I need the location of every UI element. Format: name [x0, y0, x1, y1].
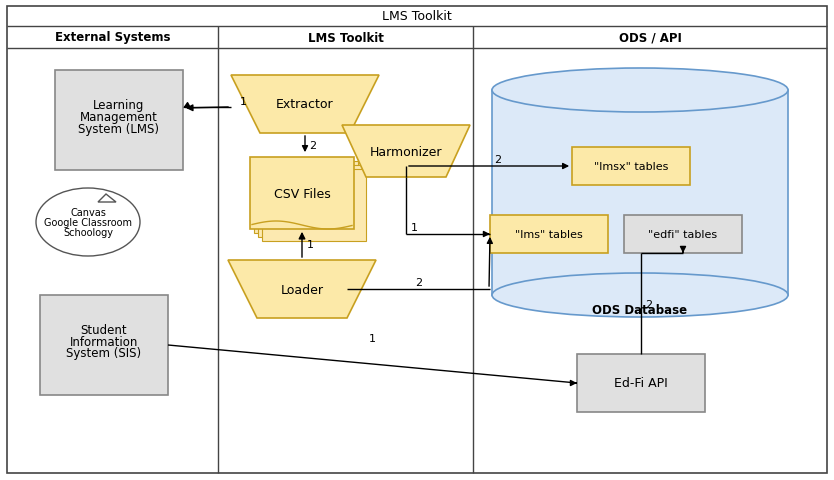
- Polygon shape: [342, 126, 470, 178]
- Ellipse shape: [492, 274, 788, 317]
- Text: 1: 1: [369, 333, 376, 343]
- Text: ODS / API: ODS / API: [619, 31, 681, 45]
- Text: System (SIS): System (SIS): [67, 347, 142, 360]
- Text: System (LMS): System (LMS): [78, 122, 159, 135]
- Bar: [572, 148, 690, 186]
- Text: 2: 2: [309, 141, 317, 151]
- Text: "lmsx" tables: "lmsx" tables: [594, 162, 668, 172]
- Bar: [258, 166, 362, 238]
- Bar: [493, 273, 787, 296]
- Text: LMS Toolkit: LMS Toolkit: [382, 11, 452, 24]
- Bar: [577, 354, 705, 412]
- Text: Extractor: Extractor: [276, 98, 334, 111]
- Bar: [490, 216, 608, 253]
- Bar: [55, 71, 183, 171]
- Text: 2: 2: [415, 277, 422, 288]
- Text: CSV Files: CSV Files: [274, 187, 330, 200]
- Text: 1: 1: [410, 223, 418, 232]
- Text: Management: Management: [80, 110, 158, 123]
- Text: 1: 1: [239, 96, 247, 107]
- Text: Harmonizer: Harmonizer: [369, 145, 442, 158]
- Bar: [254, 162, 358, 233]
- Text: Learning: Learning: [93, 98, 144, 111]
- Text: "lms" tables: "lms" tables: [515, 229, 583, 240]
- Ellipse shape: [493, 275, 787, 316]
- Text: External Systems: External Systems: [55, 31, 170, 45]
- Text: ODS Database: ODS Database: [592, 303, 687, 316]
- Polygon shape: [231, 76, 379, 134]
- Ellipse shape: [36, 189, 140, 256]
- Bar: [40, 295, 168, 395]
- Polygon shape: [98, 194, 116, 203]
- Text: Student: Student: [81, 323, 128, 336]
- Text: Loader: Loader: [280, 283, 324, 296]
- Text: 2: 2: [646, 299, 652, 309]
- Text: Ed-Fi API: Ed-Fi API: [614, 377, 668, 390]
- Bar: [250, 157, 354, 229]
- Bar: [262, 169, 366, 241]
- Text: "edfi" tables: "edfi" tables: [649, 229, 717, 240]
- Text: 1: 1: [307, 240, 314, 250]
- Text: Google Classroom: Google Classroom: [44, 217, 132, 228]
- Bar: [492, 91, 788, 295]
- Text: Schoology: Schoology: [63, 228, 113, 238]
- Ellipse shape: [492, 69, 788, 113]
- Text: LMS Toolkit: LMS Toolkit: [308, 31, 384, 45]
- Polygon shape: [228, 261, 376, 318]
- Text: Information: Information: [70, 335, 138, 348]
- Bar: [624, 216, 742, 253]
- Text: 2: 2: [495, 155, 501, 165]
- Text: Canvas: Canvas: [70, 207, 106, 217]
